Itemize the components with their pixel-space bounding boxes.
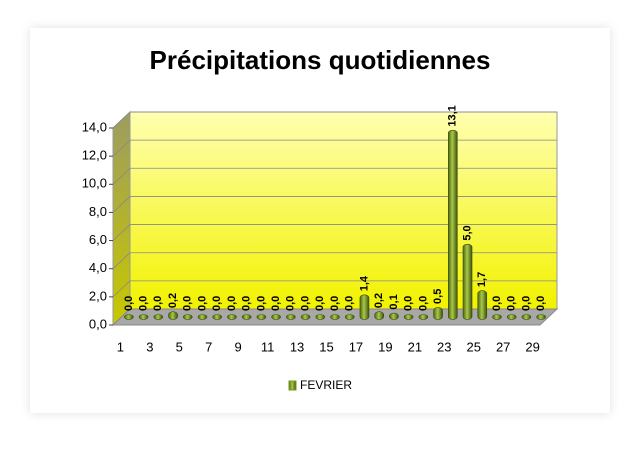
bar [506, 314, 517, 320]
x-tick-label: 3 [146, 339, 153, 354]
bar [153, 314, 164, 320]
value-label: 0,0 [344, 296, 356, 311]
y-tick-label: 6,0 [89, 232, 107, 247]
value-label: 0,5 [432, 289, 444, 304]
y-tick-label: 14,0 [82, 119, 107, 134]
value-label: 0,0 [417, 296, 429, 311]
value-label: 13,1 [447, 105, 459, 126]
value-label: 0,0 [123, 296, 135, 311]
value-label: 0,0 [211, 296, 223, 311]
y-tick-label: 0,0 [89, 316, 107, 331]
value-label: 0,0 [255, 296, 267, 311]
x-tick-label: 29 [525, 339, 539, 354]
value-label: 0,0 [520, 296, 532, 311]
legend-label: FEVRIER [300, 378, 352, 392]
x-tick-label: 5 [176, 339, 183, 354]
value-label: 0,2 [373, 293, 385, 308]
x-tick-label: 15 [319, 339, 333, 354]
bar [403, 314, 414, 320]
bar [138, 314, 149, 320]
x-tick-label: 13 [290, 339, 304, 354]
value-label: 0,0 [285, 296, 297, 311]
bar [227, 314, 237, 320]
bar [182, 314, 193, 320]
value-label: 0,0 [196, 296, 208, 311]
bar [418, 314, 429, 320]
bar [433, 307, 443, 320]
grid-line-side [112, 308, 131, 326]
value-label: 0,0 [270, 296, 282, 311]
bar [492, 314, 502, 320]
x-tick-label: 1 [117, 339, 124, 354]
value-label: 0,0 [535, 296, 547, 311]
value-label: 0,0 [182, 296, 194, 311]
value-label: 0,0 [299, 296, 311, 311]
grid-line-side [112, 196, 131, 213]
bar [271, 314, 281, 320]
bar [359, 294, 370, 320]
grid-line-side [112, 111, 131, 129]
bar [536, 314, 546, 320]
bar [286, 314, 296, 320]
y-tick-label: 4,0 [89, 260, 107, 275]
x-tick-label: 11 [261, 339, 275, 354]
value-label: 0,0 [403, 296, 415, 311]
bar [168, 311, 178, 320]
x-tick-label: 19 [378, 339, 392, 354]
x-tick-label: 9 [235, 339, 242, 354]
y-tick-label: 2,0 [89, 288, 107, 303]
grid-line-side [112, 167, 131, 185]
y-tick-label: 10,0 [82, 176, 107, 191]
value-label: 0,0 [329, 296, 341, 311]
chart-title: Précipitations quotidiennes [150, 45, 491, 75]
bar [344, 314, 355, 320]
bar [477, 290, 488, 320]
value-label: 0,0 [226, 296, 238, 311]
grid-line-side [112, 139, 131, 157]
value-label: 0,0 [314, 296, 326, 311]
bar [300, 314, 311, 320]
grid-line-side [112, 280, 131, 298]
value-label: 1,4 [358, 275, 370, 291]
bar [197, 314, 208, 320]
legend-swatch [288, 380, 297, 391]
bar [124, 314, 134, 320]
value-label: 0,0 [506, 296, 518, 311]
x-tick-label: 17 [349, 339, 363, 354]
bar [315, 314, 326, 320]
side-wall [112, 110, 131, 327]
x-tick-label: 23 [437, 339, 451, 354]
value-label: 5,0 [461, 225, 473, 240]
value-label: 0,0 [241, 296, 253, 311]
bar [447, 129, 458, 320]
x-tick-label: 21 [408, 339, 422, 354]
bar [330, 314, 340, 320]
bar [462, 243, 473, 320]
value-label: 0,0 [152, 296, 164, 311]
y-tick-label: 8,0 [89, 204, 107, 219]
bar [389, 312, 399, 320]
value-label: 1,7 [476, 272, 488, 287]
bar [521, 314, 532, 320]
x-tick-label: 27 [496, 339, 510, 354]
back-wall [129, 111, 558, 310]
value-label: 0,2 [167, 293, 179, 308]
value-label: 0,0 [491, 296, 503, 311]
bar [241, 314, 252, 320]
value-label: 0,0 [137, 296, 149, 311]
grid-line-side [112, 252, 131, 270]
grid-line-side [112, 224, 131, 241]
bar [212, 314, 223, 320]
x-tick-label: 25 [467, 339, 481, 354]
bar [374, 311, 384, 320]
y-tick-label: 12,0 [82, 148, 107, 163]
value-label: 0,1 [388, 294, 400, 309]
x-tick-label: 7 [205, 339, 212, 354]
bar [256, 314, 267, 320]
